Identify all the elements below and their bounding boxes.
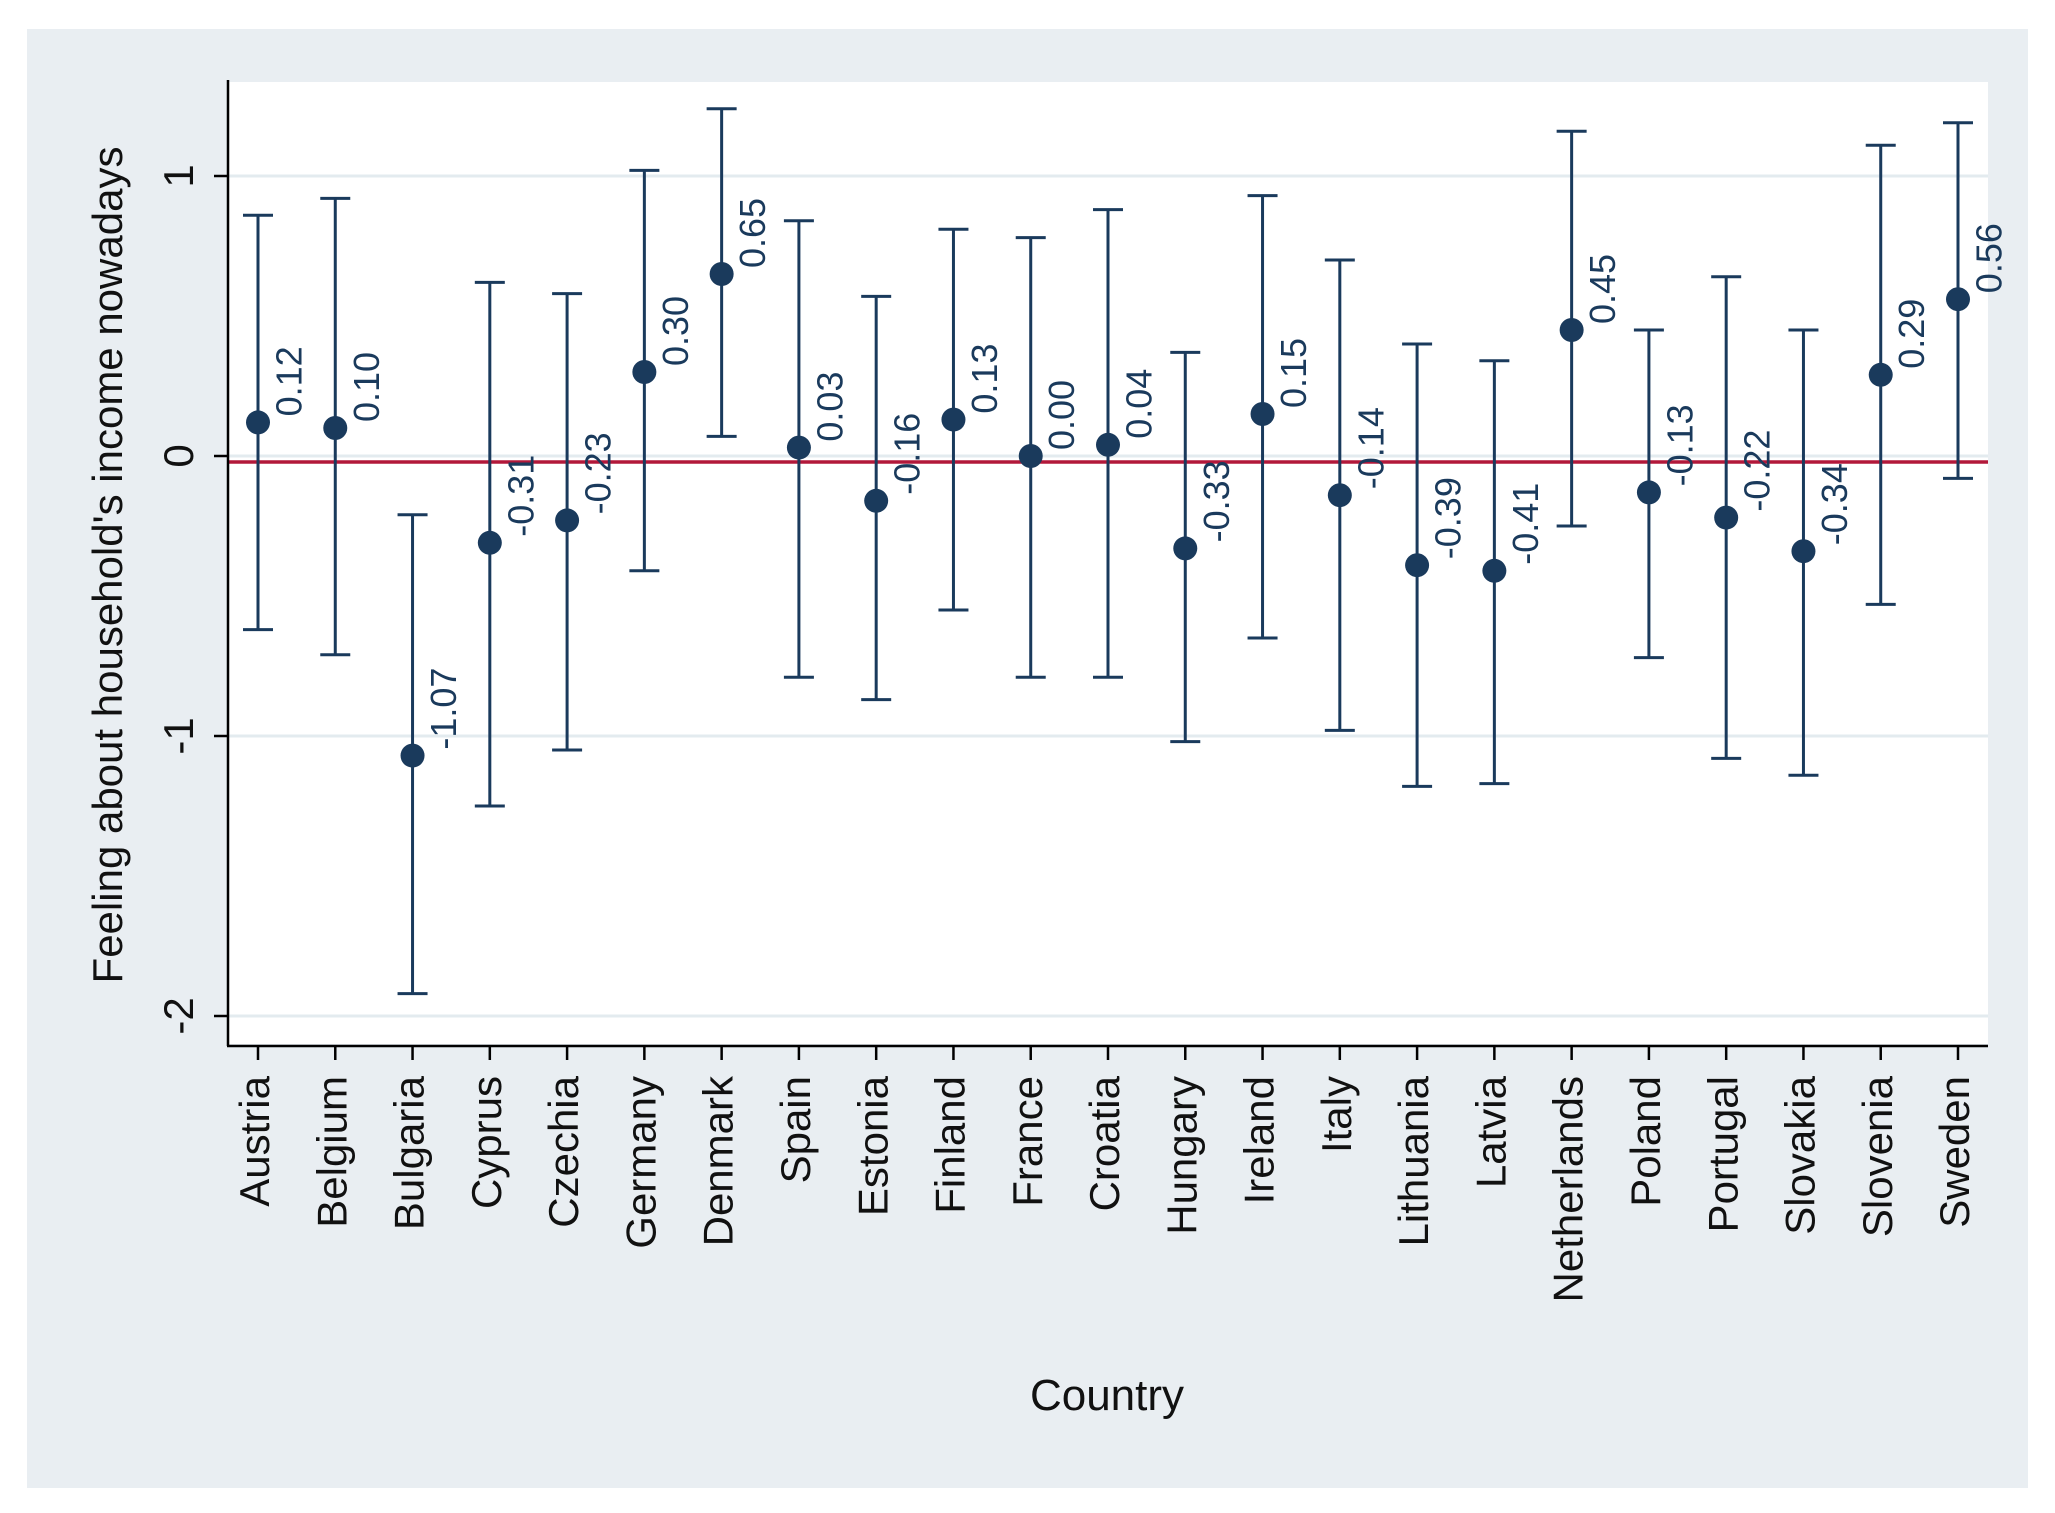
data-point bbox=[1096, 432, 1120, 457]
point-value-label: -0.39 bbox=[1428, 477, 1469, 559]
data-point bbox=[555, 508, 580, 533]
point-value-label: 0.56 bbox=[1969, 223, 2010, 293]
x-tick-label: Croatia bbox=[1081, 1075, 1128, 1211]
y-axis-title: Feeling about household's income nowaday… bbox=[84, 147, 131, 984]
point-value-label: -0.16 bbox=[887, 413, 928, 495]
x-tick-label: Bulgaria bbox=[386, 1075, 433, 1230]
data-points bbox=[246, 262, 1970, 768]
x-tick-label: Denmark bbox=[695, 1075, 742, 1246]
point-value-label: -0.41 bbox=[1505, 483, 1546, 565]
point-value-label: -0.23 bbox=[578, 432, 619, 514]
x-axis-title: Country bbox=[1030, 1371, 1184, 1420]
x-tick-label: Cyprus bbox=[463, 1076, 510, 1209]
data-point bbox=[1482, 558, 1507, 583]
data-point bbox=[1714, 505, 1739, 530]
point-value-label: -0.34 bbox=[1814, 463, 1855, 545]
data-point bbox=[864, 488, 889, 513]
point-value-label: 0.13 bbox=[964, 344, 1005, 414]
x-tick-label: Germany bbox=[617, 1076, 664, 1249]
point-value-label: 0.45 bbox=[1582, 254, 1623, 324]
x-tick-label: France bbox=[1004, 1076, 1051, 1207]
data-point bbox=[1018, 444, 1043, 468]
data-point bbox=[1327, 483, 1352, 508]
x-ticks: Austria Belgium Bulgaria Cyprus Czechia Germa… bbox=[231, 1046, 1978, 1302]
data-point bbox=[246, 410, 270, 435]
data-point bbox=[1868, 362, 1893, 387]
point-value-label: -1.07 bbox=[423, 668, 464, 750]
data-point bbox=[1791, 539, 1816, 564]
x-tick-label: Czechia bbox=[540, 1075, 587, 1227]
data-point bbox=[786, 435, 811, 460]
point-value-label: -0.22 bbox=[1737, 430, 1778, 512]
x-tick-label: Lithuania bbox=[1390, 1075, 1437, 1246]
y-tick-label: 1 bbox=[155, 164, 202, 187]
point-value-label: 0.30 bbox=[655, 296, 696, 366]
x-tick-label: Ireland bbox=[1236, 1076, 1283, 1204]
y-ticks: -2 -1 0 1 bbox=[155, 164, 228, 1035]
x-tick-label: Austria bbox=[231, 1075, 278, 1206]
x-tick-label: Estonia bbox=[849, 1075, 896, 1216]
x-tick-label: Sweden bbox=[1931, 1076, 1978, 1228]
x-tick-label: Belgium bbox=[308, 1076, 355, 1228]
point-labels: 0.12 0.10 -1.07 -0.31 -0.23 0.30 0.65 0.03 -0.16… bbox=[269, 198, 2010, 750]
data-point bbox=[323, 416, 348, 440]
x-tick-label: Portugal bbox=[1699, 1076, 1746, 1232]
x-tick-label: Slovenia bbox=[1854, 1075, 1901, 1237]
x-tick-label: Slovakia bbox=[1777, 1075, 1824, 1234]
point-value-label: -0.14 bbox=[1350, 407, 1391, 489]
x-tick-label: Netherlands bbox=[1545, 1076, 1592, 1302]
data-point bbox=[1559, 318, 1584, 342]
data-point bbox=[632, 360, 657, 384]
x-tick-label: Poland bbox=[1622, 1076, 1669, 1207]
data-point bbox=[1946, 287, 1970, 312]
data-point bbox=[400, 743, 425, 768]
data-point bbox=[1405, 553, 1430, 578]
point-value-label: 0.12 bbox=[269, 346, 310, 416]
data-point bbox=[1250, 402, 1275, 426]
y-tick-label: -1 bbox=[155, 717, 202, 754]
point-value-label: 0.15 bbox=[1273, 338, 1314, 408]
point-value-label: 0.04 bbox=[1119, 369, 1160, 439]
data-point bbox=[1173, 536, 1198, 561]
data-point bbox=[477, 530, 502, 555]
x-tick-label: Hungary bbox=[1158, 1076, 1205, 1235]
data-point bbox=[709, 262, 734, 286]
point-value-label: -0.31 bbox=[500, 455, 541, 537]
point-value-label: 0.29 bbox=[1891, 299, 1932, 369]
y-tick-label: -2 bbox=[155, 997, 202, 1034]
point-value-label: 0.00 bbox=[1041, 380, 1082, 450]
data-point bbox=[1636, 480, 1661, 505]
y-tick-label: 0 bbox=[155, 444, 202, 467]
data-point bbox=[941, 407, 966, 432]
point-value-label: -0.33 bbox=[1196, 460, 1237, 542]
point-value-label: 0.65 bbox=[732, 198, 773, 268]
point-value-label: 0.03 bbox=[809, 372, 850, 442]
point-value-label: -0.13 bbox=[1659, 404, 1700, 486]
x-tick-label: Latvia bbox=[1467, 1075, 1514, 1188]
x-tick-label: Finland bbox=[927, 1076, 974, 1214]
point-value-label: 0.10 bbox=[346, 352, 387, 422]
x-tick-label: Italy bbox=[1313, 1076, 1360, 1153]
x-tick-label: Spain bbox=[772, 1076, 819, 1183]
